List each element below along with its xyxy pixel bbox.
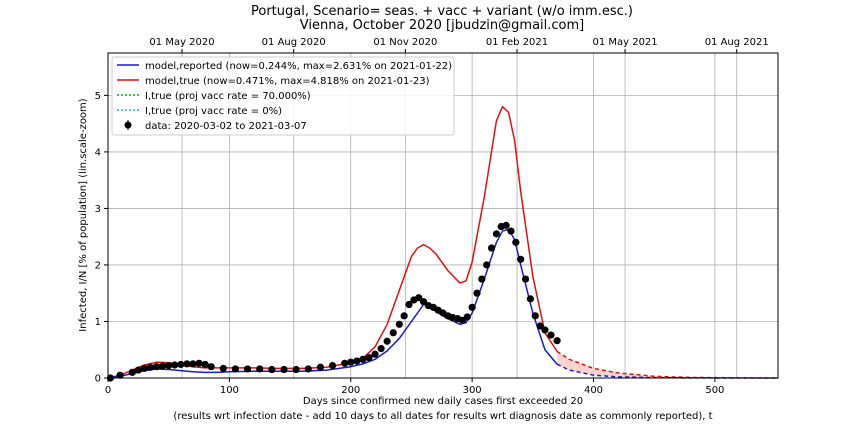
projection-band-area: [557, 351, 778, 378]
data-point: [159, 362, 167, 370]
data-point: [116, 371, 124, 379]
data-point: [201, 360, 209, 369]
data-point: [526, 295, 534, 303]
projection-band: [557, 351, 778, 378]
top-axis-ticks: 01 May 2020 01 Aug 2020 01 Nov 2020 01 Feb …: [149, 37, 769, 53]
x-tick-label: 300: [463, 385, 482, 396]
data-point: [415, 294, 423, 302]
series-model-true: [107, 105, 558, 379]
data-point: [359, 355, 367, 363]
data-point: [134, 366, 142, 374]
data-point: [478, 275, 486, 283]
y-tick-label: 3: [95, 204, 101, 215]
top-tick-label: 01 Nov 2020: [373, 37, 437, 48]
legend-label-vacc0: I,true (proj vacc rate = 0%): [145, 106, 282, 117]
data-point: [365, 354, 373, 362]
data-point: [268, 365, 276, 374]
legend-label-vacc70: I,true (proj vacc rate = 70.000%): [145, 91, 311, 102]
data-point: [146, 363, 155, 371]
data-point: [405, 300, 413, 309]
data-point: [483, 261, 491, 269]
data-point: [389, 329, 397, 337]
x-axis-label-line2: (results wrt infection date - add 10 day…: [173, 411, 712, 422]
x-tick-label: 100: [220, 385, 239, 396]
data-point: [531, 312, 539, 320]
data-point: [419, 298, 428, 306]
y-tick-label: 2: [95, 260, 101, 271]
data-point: [347, 358, 355, 366]
data-point: [195, 359, 203, 367]
data-point: [487, 244, 496, 252]
data-point: [395, 320, 403, 328]
legend-label-reported: model,reported (now=0.244%, max=2.631% o…: [145, 61, 452, 72]
x-tick-label: 0: [105, 385, 111, 396]
legend-label-data: data: 2020-03-02 to 2021-03-07: [145, 121, 307, 132]
data-point: [536, 322, 544, 330]
data-point: [377, 345, 385, 353]
y-tick-label: 1: [95, 317, 101, 328]
data-points: [106, 221, 561, 382]
x-axis-label-line1: Days since confirmed new daily cases fir…: [303, 396, 583, 407]
data-point: [341, 359, 349, 367]
data-point: [468, 303, 476, 311]
data-point: [353, 357, 361, 365]
y-tick-label: 5: [95, 91, 101, 102]
y-tick-label: 4: [95, 147, 101, 158]
top-tick-label: 01 Aug 2020: [262, 37, 326, 48]
data-point: [140, 364, 149, 372]
data-point: [256, 365, 264, 373]
data-point: [171, 361, 179, 369]
plot-frame: [107, 52, 779, 379]
data-point: [502, 221, 510, 229]
top-tick-label: 01 May 2021: [592, 37, 657, 48]
data-point: [128, 368, 136, 376]
legend: model,reported (now=0.244%, max=2.631% o…: [111, 56, 455, 136]
data-point: [541, 326, 549, 334]
data-point: [231, 365, 240, 373]
data-point: [521, 275, 530, 283]
data-point: [292, 365, 300, 374]
data-point: [547, 331, 555, 339]
top-tick-label: 01 May 2020: [149, 37, 214, 48]
data-point: [328, 361, 337, 370]
series-lines: [107, 105, 779, 379]
data-point: [280, 365, 288, 374]
data-point: [383, 337, 391, 345]
data-point: [165, 361, 173, 370]
y-axis-ticks: 0 1 2 3 4 5: [95, 91, 108, 385]
data-point: [507, 227, 515, 235]
data-point: [463, 313, 471, 321]
data-point: [177, 360, 185, 369]
data-point: [152, 363, 161, 371]
data-point: [512, 238, 520, 246]
data-point: [207, 363, 215, 371]
x-tick-label: 400: [584, 385, 603, 396]
data-point: [316, 363, 325, 371]
data-point: [473, 289, 481, 297]
data-point: [243, 365, 252, 373]
x-tick-label: 200: [341, 385, 360, 396]
chart-title-line2: Vienna, October 2020 [jbudzin@gmail.com]: [300, 18, 584, 33]
y-axis-label: Infected, I/N [% of population] (lin.sca…: [78, 98, 89, 331]
data-point: [371, 350, 379, 358]
data-point: [400, 312, 408, 320]
data-point: [304, 365, 312, 373]
data-point: [219, 364, 227, 372]
data-point: [517, 255, 525, 263]
x-tick-label: 500: [705, 385, 724, 396]
data-point: [553, 337, 561, 345]
y-tick-label: 0: [95, 374, 101, 385]
legend-box: [111, 56, 455, 136]
chart-title-line1: Portugal, Scenario= seas. + vacc + varia…: [251, 4, 633, 19]
x-axis-ticks: 0 100 200 300 400 500: [105, 378, 724, 396]
series-model-reported: [107, 228, 558, 379]
data-point: [189, 360, 197, 368]
top-tick-label: 01 Feb 2021: [486, 37, 548, 48]
legend-label-true: model,true (now=0.471%, max=4.818% on 20…: [145, 76, 430, 87]
data-point: [183, 360, 191, 368]
data-point: [492, 230, 501, 238]
top-tick-label: 01 Aug 2021: [705, 37, 769, 48]
